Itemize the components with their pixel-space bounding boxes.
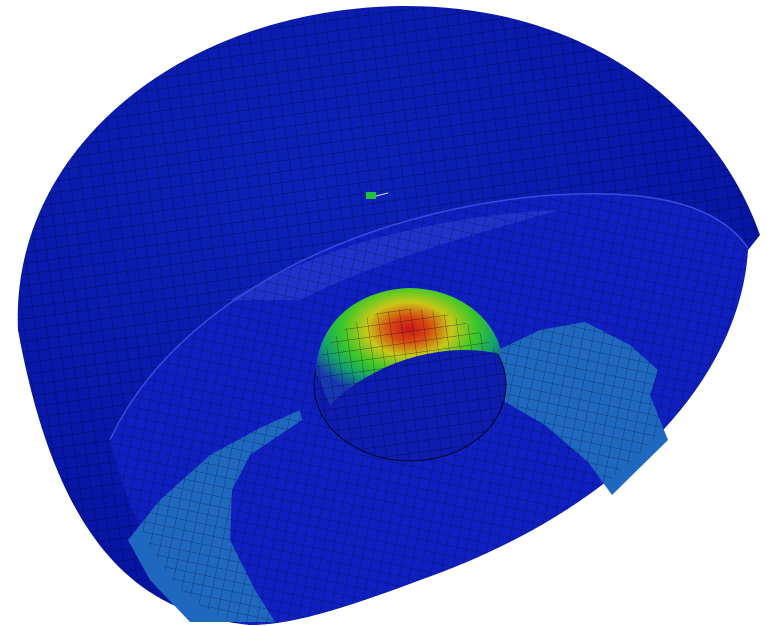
fem-render: [0, 0, 767, 626]
marker: [366, 192, 376, 199]
page: [0, 0, 767, 626]
dome-mesh: [314, 309, 506, 461]
